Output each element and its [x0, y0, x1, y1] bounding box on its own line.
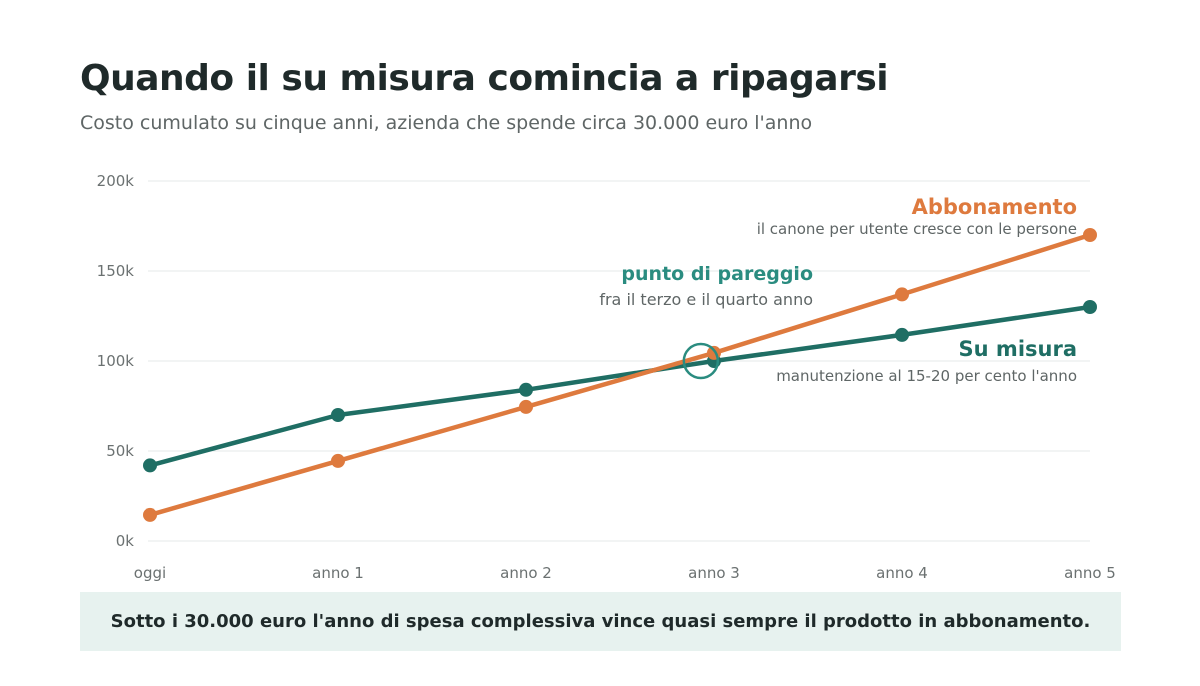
y-tick-label: 100k	[97, 352, 135, 370]
series-line-abbonamento	[147, 232, 1093, 518]
data-point-abbonamento	[895, 287, 909, 302]
x-tick-label: oggi	[134, 564, 166, 582]
series-line-su-misura	[147, 304, 1093, 468]
footer-note: Sotto i 30.000 euro l'anno di spesa comp…	[80, 592, 1121, 651]
x-tick-label: anno 5	[1064, 564, 1116, 582]
grid-lines	[148, 180, 1090, 542]
series-note-abbonamento: il canone per utente cresce con le perso…	[757, 220, 1077, 238]
data-point-su-misura	[331, 408, 345, 422]
series-label-abbonamento: Abbonamento	[912, 195, 1077, 219]
data-point-su-misura	[519, 382, 533, 397]
x-tick-label: anno 4	[876, 564, 928, 582]
data-point-abbonamento	[519, 399, 533, 414]
data-point-su-misura	[895, 327, 909, 342]
break-even-marker	[682, 342, 720, 380]
data-point-abbonamento	[143, 507, 157, 522]
line-chart: 0k 50k 100k 150k 200k oggi anno 1 anno 2 anno 3…	[97, 172, 1116, 582]
y-tick-label: 150k	[97, 262, 135, 280]
data-point-abbonamento	[331, 453, 345, 468]
chart-subtitle: Costo cumulato su cinque anni, azienda c…	[80, 112, 813, 134]
data-point-abbonamento	[707, 345, 721, 360]
x-tick-label: anno 3	[688, 564, 740, 582]
series-label-su-misura: Su misura	[959, 337, 1077, 361]
data-point-abbonamento	[1083, 228, 1097, 242]
y-tick-label: 200k	[97, 172, 135, 190]
data-point-su-misura	[1083, 300, 1097, 314]
y-axis-ticks: 0k 50k 100k 150k 200k	[97, 172, 135, 550]
break-even-note: fra il terzo e il quarto anno	[599, 290, 813, 309]
x-tick-label: anno 2	[500, 564, 552, 582]
series-note-su-misura: manutenzione al 15-20 per cento l'anno	[776, 367, 1077, 385]
break-even-label: punto di pareggio	[621, 263, 813, 285]
chart-title: Quando il su misura comincia a ripagarsi	[80, 58, 889, 99]
x-tick-label: anno 1	[312, 564, 364, 582]
y-tick-label: 50k	[106, 442, 134, 460]
y-tick-label: 0k	[116, 532, 135, 550]
x-axis-ticks: oggi anno 1 anno 2 anno 3 anno 4 anno 5	[134, 564, 1116, 582]
data-point-su-misura	[143, 458, 157, 473]
series	[143, 228, 1097, 522]
